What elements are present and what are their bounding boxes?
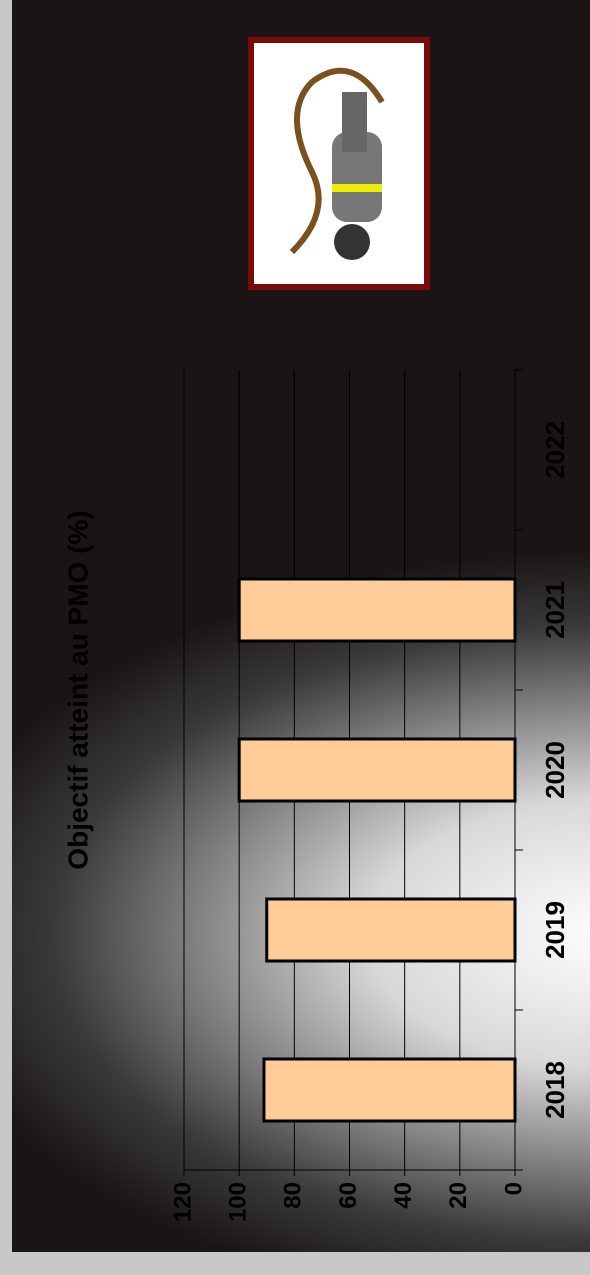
y-tick-label: 80 <box>280 1182 307 1209</box>
rotated-chart: Objectif atteint au PMO (%) 0 20 40 60 80 100… <box>12 0 590 1252</box>
y-tick-label: 120 <box>169 1182 196 1222</box>
bar <box>265 897 517 963</box>
x-tick-label: 2019 <box>540 901 570 959</box>
x-tick-label: 2018 <box>540 1061 570 1119</box>
y-tick-label: 40 <box>390 1182 417 1209</box>
bar <box>262 1057 517 1123</box>
x-tick-label: 2020 <box>540 741 570 799</box>
clipart <box>248 37 430 290</box>
chart-title: Objectif atteint au PMO (%) <box>62 510 93 869</box>
y-tick-label: 100 <box>225 1182 252 1222</box>
x-tick-label: 2022 <box>540 421 570 479</box>
y-tick-label: 20 <box>445 1182 472 1209</box>
bar <box>237 737 517 803</box>
y-tick-label: 0 <box>500 1182 527 1195</box>
y-tick-label: 60 <box>335 1182 362 1209</box>
bar <box>237 577 517 643</box>
x-tick-label: 2021 <box>540 581 570 639</box>
